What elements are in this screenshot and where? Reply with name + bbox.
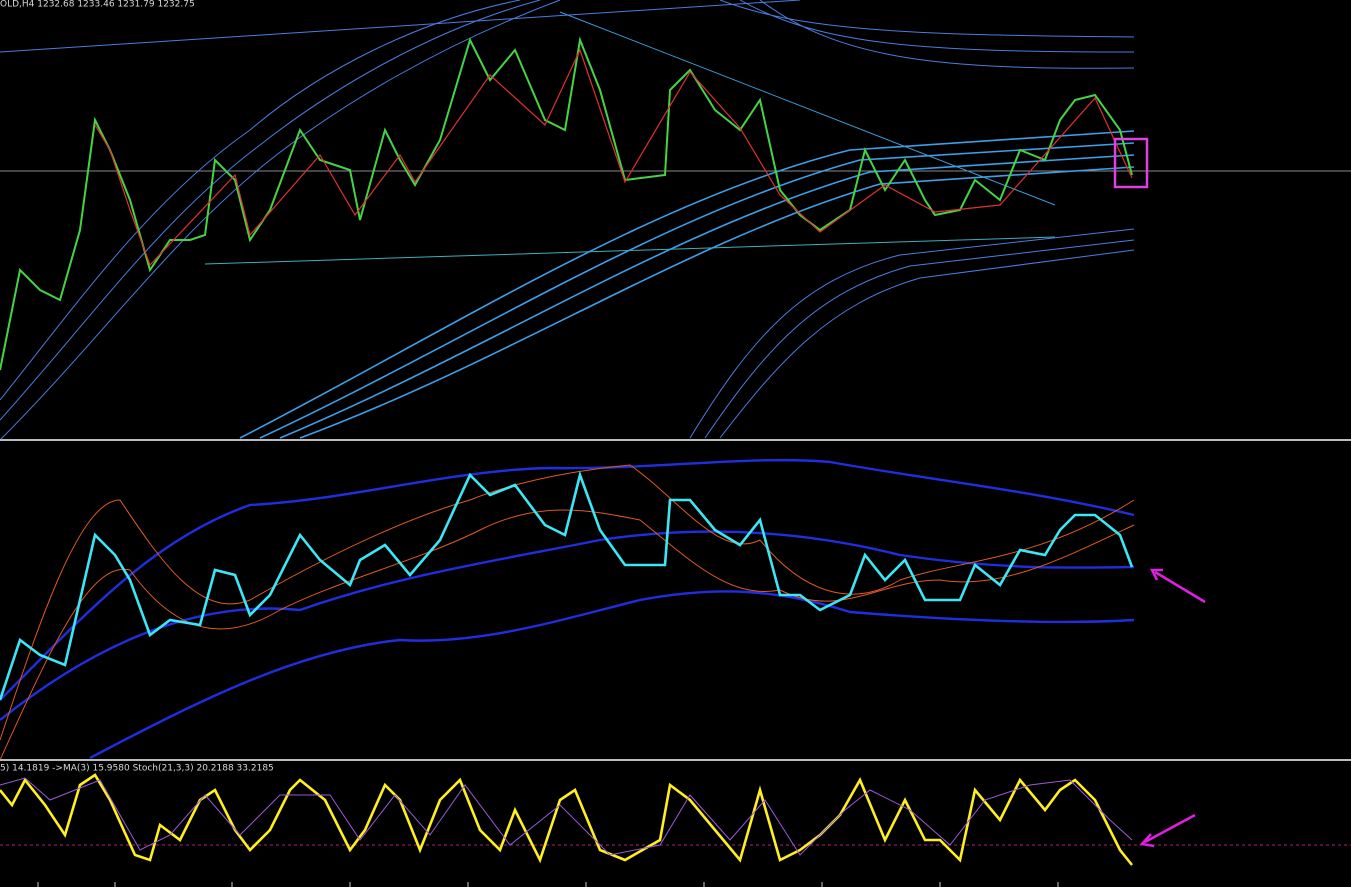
- time-axis-ticks: [37, 882, 1059, 887]
- arrow: [1144, 813, 1196, 844]
- signal-line: [0, 464, 1135, 741]
- arrow: [1154, 570, 1206, 604]
- moving-average: [239, 130, 1135, 439]
- upper-band: [0, 458, 1135, 701]
- arrow-head: [1139, 833, 1155, 848]
- stochastic-info: 5) 14.1819 ->MA(3) 15.9580 Stoch(21,3,3)…: [0, 764, 274, 774]
- lower-band: [89, 590, 1135, 760]
- envelope: [719, 0, 1135, 69]
- stochastic-main: [0, 773, 1134, 866]
- indicator-panel: [0, 458, 1206, 761]
- envelope: [0, 0, 561, 441]
- envelope: [689, 228, 1135, 439]
- price-panel: [0, 0, 1351, 441]
- stochastic-panel: [0, 773, 1351, 866]
- highlight-box: [1113, 137, 1149, 189]
- trend-line: [0, 0, 801, 53]
- price-candles: [0, 36, 1133, 371]
- arrow-head: [1149, 568, 1163, 581]
- price-line: [0, 470, 1134, 701]
- price-candles-bearish: [94, 48, 1133, 267]
- symbol-info: OLD,H4 1232.68 1233.46 1231.79 1232.75: [0, 0, 195, 10]
- signal-line: [0, 509, 1135, 761]
- stochastic-signal: [0, 777, 1133, 856]
- trend-line: [559, 11, 1056, 206]
